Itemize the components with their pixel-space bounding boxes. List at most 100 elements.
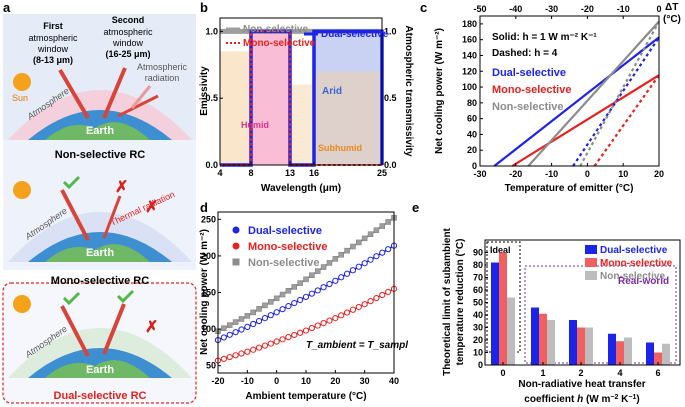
marker-mono-selective: [250, 346, 257, 353]
marker-non-selective: [303, 276, 309, 283]
x-tick-label: 0: [500, 368, 505, 378]
marker-non-selective: [232, 319, 239, 325]
bar-non-selective-h0: [507, 297, 515, 365]
x-tick-label: 6: [655, 368, 660, 378]
y-tick-label: 160: [462, 35, 477, 45]
marker-non-selective: [279, 291, 286, 298]
bar-mono-selective-h4: [616, 341, 624, 365]
panel-a-label: a: [3, 0, 11, 15]
marker-dual-selective: [291, 299, 298, 307]
legend: Dual-selective Mono-selective Non-select…: [232, 225, 327, 269]
real-world-label: Real-world: [618, 276, 669, 287]
line-mono-selective-h-4-: [593, 74, 660, 167]
bar-dual-selective-h6: [646, 342, 654, 365]
panel-d: d -20 -10 0 10 20 30 40 50 100 150 200 250 Dual-sel…: [199, 200, 408, 402]
cooling-curves: [214, 215, 398, 364]
caption-dual-selective: Dual-selective RC: [54, 390, 147, 402]
marker-dual-selective: [279, 306, 286, 313]
marker-non-selective: [361, 235, 368, 242]
y-tick-label: 60: [467, 114, 477, 124]
delta-t-label: ΔT: [665, 2, 678, 13]
marker-non-selective: [238, 316, 245, 322]
marker-mono-selective: [302, 327, 310, 334]
bar-dual-selective-h2: [569, 320, 577, 365]
marker-dual-selective: [355, 263, 362, 270]
arid-window-band: [314, 31, 382, 166]
y-axis-title-line1: Theoretical limit of subambient: [442, 227, 453, 375]
legend-swatch-mono: [585, 258, 597, 267]
marker-dual-selective: [308, 290, 315, 297]
y-tick-label: 140: [462, 50, 477, 60]
legend-mono-selective: Mono-selective: [243, 38, 316, 49]
subhumid-label: Subhumid: [318, 143, 362, 153]
line-non-selective-h-1-: [527, 20, 660, 167]
first-window-l1: First: [43, 21, 63, 31]
marker-dual-selective: [302, 293, 310, 300]
marker-mono-selective: [343, 309, 351, 316]
y2-tick-label: 0.0: [384, 160, 397, 170]
marker-mono-selective: [238, 350, 245, 357]
bar-non-selective-h6: [662, 343, 670, 365]
y-tick-label: 100: [201, 324, 216, 334]
arrow-other: [117, 94, 159, 118]
marker-dual-selective: [326, 280, 333, 288]
legend-non-selective: Non-selective: [600, 271, 665, 282]
line-dual-selective-h-1-: [493, 36, 660, 167]
second-window-l3: window: [112, 38, 144, 48]
y-tick-label: 0.0: [205, 160, 218, 170]
marker-non-selective: [356, 239, 362, 246]
marker-non-selective: [338, 251, 344, 258]
legend-dual-selective: Dual-selective: [492, 67, 566, 79]
marker-non-selective: [285, 287, 292, 294]
marker-mono-selective: [220, 355, 227, 362]
panel-e-label: e: [412, 200, 419, 215]
legend-mono-selective: Mono-selective: [492, 84, 571, 96]
y-tick-label: 10: [473, 348, 483, 358]
check-icon-2: [116, 289, 135, 304]
marker-mono-selective: [255, 344, 263, 351]
x-axis-title-line1: Non-radiative heat transfer: [518, 379, 645, 390]
marker-mono-selective: [332, 315, 339, 322]
marker-mono-selective: [379, 291, 386, 299]
marker-non-selective: [256, 306, 262, 312]
y-tick-label: 80: [473, 260, 483, 270]
cooling-lines: [493, 20, 660, 167]
marker-mono-selective: [308, 324, 315, 332]
marker-dual-selective: [285, 303, 292, 310]
marker-dual-selective: [250, 320, 257, 328]
first-window-l4: (8-13 μm): [33, 55, 73, 65]
marker-mono-selective: [285, 334, 292, 341]
x-tick-label: 2: [578, 368, 583, 378]
marker-mono-selective: [232, 352, 239, 359]
marker-mono-selective: [297, 329, 304, 336]
panel-d-label: d: [200, 200, 208, 215]
y-tick-label: 1.0: [205, 26, 218, 36]
note-dashed: Dashed: h = 4: [492, 48, 558, 59]
x-tick-label: 1: [540, 368, 545, 378]
marker-non-selective: [226, 322, 233, 328]
x-tick-label: -20: [211, 376, 224, 386]
marker-dual-selective: [255, 317, 263, 325]
marker-mono-selective: [361, 301, 368, 308]
marker-dual-selective: [349, 267, 357, 274]
panel-c-label: c: [420, 0, 427, 15]
caption-mono-selective: Mono-selective RC: [51, 275, 149, 287]
marker-non-selective: [350, 243, 356, 250]
marker-non-selective: [273, 295, 280, 302]
marker-dual-selective: [361, 260, 368, 267]
legend-non-selective: Non-selective: [492, 101, 564, 113]
marker-mono-selective: [320, 319, 327, 327]
plot-frame: [479, 15, 660, 167]
sun-label: Sun: [12, 93, 28, 103]
y-tick-label: 50: [206, 361, 216, 371]
y-tick-label: 120: [462, 66, 477, 76]
y-tick-label: 0: [478, 360, 483, 370]
bars: [491, 252, 670, 365]
bar-dual-selective-h1: [531, 307, 539, 365]
y-tick-label: 50: [473, 298, 483, 308]
sun-icon: [13, 295, 31, 313]
y-tick-label: 70: [473, 273, 483, 283]
x-tick-label: -20: [509, 169, 522, 179]
legend-dual-selective: Dual-selective: [321, 29, 389, 40]
